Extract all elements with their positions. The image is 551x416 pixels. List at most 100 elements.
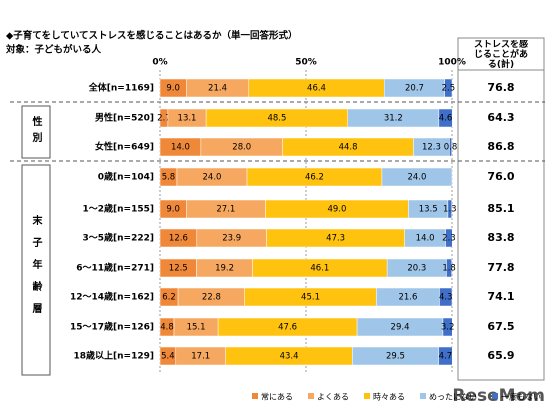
value-label: 48.5	[267, 114, 286, 124]
value-label: 45.1	[301, 293, 320, 303]
chart-subtitle: 対象：子どもがいる人	[5, 44, 102, 56]
value-label: 21.4	[208, 84, 227, 94]
value-label: 20.7	[405, 84, 424, 94]
value-label: 22.8	[202, 293, 221, 303]
legend-label: よくある	[317, 393, 349, 402]
value-label: 15.1	[187, 323, 206, 333]
legend-label: 常にある	[261, 393, 293, 402]
x-tick-label: 50%	[295, 58, 317, 68]
value-label: 4.7	[439, 352, 453, 362]
value-label: 14.0	[416, 234, 435, 244]
category-label: 男性[n=520]	[95, 112, 154, 124]
value-label: 12.6	[169, 234, 188, 244]
bar-segment	[439, 287, 453, 307]
total-label: 76.0	[487, 170, 514, 183]
value-label: 24.0	[203, 173, 222, 183]
total-label: 76.8	[487, 81, 514, 94]
totals-header: ストレスを感じることがある(計)	[473, 40, 528, 70]
category-label: 1～2歳[n=155]	[83, 203, 155, 215]
legend-swatch	[252, 393, 258, 399]
category-label: 15～17歳[n=126]	[70, 321, 154, 333]
value-label: 20.3	[407, 264, 426, 274]
value-label: 5.4	[161, 352, 175, 362]
value-label: 29.4	[391, 323, 410, 333]
value-label: 14.0	[171, 143, 190, 153]
total-label: 83.8	[487, 231, 514, 244]
category-label: 女性[n=649]	[95, 141, 154, 153]
total-label: 77.8	[487, 261, 514, 274]
value-label: 46.1	[310, 264, 329, 274]
totals-frame	[457, 37, 545, 381]
value-label: 13.1	[178, 114, 197, 124]
bar-segment	[381, 167, 453, 187]
bar-segment	[444, 78, 453, 98]
total-label: 74.1	[487, 290, 514, 303]
value-label: 27.1	[216, 205, 235, 215]
value-label: 21.6	[398, 293, 417, 303]
total-label: 65.9	[487, 349, 514, 362]
value-label: 13.5	[419, 205, 438, 215]
total-label: 85.1	[487, 202, 514, 215]
legend-swatch	[308, 393, 314, 399]
value-label: 24.0	[407, 173, 426, 183]
value-label: 47.6	[278, 323, 297, 333]
value-label: 43.4	[280, 352, 299, 362]
legend-label: 一度もない	[501, 392, 541, 402]
value-label: 17.1	[191, 352, 210, 362]
totals-header-box: ストレスを感じることがある(計)	[473, 40, 528, 70]
value-label: 1.3	[443, 205, 457, 215]
x-tick-label: 100%	[438, 58, 466, 68]
category-label: 6～11歳[n=271]	[76, 262, 154, 274]
bar-segment	[445, 228, 453, 248]
value-label: 4.8	[160, 323, 174, 333]
group-box	[21, 164, 51, 376]
bar-segment	[447, 199, 452, 219]
bar-segment	[449, 137, 452, 157]
value-label: 0.8	[444, 143, 458, 153]
legend-swatch	[492, 393, 498, 399]
value-label: 23.9	[222, 234, 241, 244]
value-label: 3.2	[441, 323, 455, 333]
total-label: 86.8	[487, 140, 514, 153]
legend-label: めったにない	[429, 393, 477, 402]
value-label: 2.7	[157, 114, 171, 124]
value-label: 47.3	[326, 234, 345, 244]
value-label: 12.5	[169, 264, 188, 274]
value-label: 9.0	[166, 205, 180, 215]
bar-segment	[438, 346, 453, 366]
value-label: 4.6	[439, 114, 453, 124]
bar-segment	[438, 108, 453, 128]
value-label: 12.3	[422, 143, 441, 153]
group-label: 性別	[30, 115, 43, 148]
value-label: 31.2	[384, 114, 403, 124]
value-label: 28.0	[232, 143, 251, 153]
category-label: 18歳以上[n=129]	[74, 350, 155, 362]
value-label: 46.2	[305, 173, 324, 183]
legend-swatch	[420, 393, 426, 399]
x-tick-label: 0%	[152, 58, 167, 68]
category-label: 3～5歳[n=222]	[83, 232, 155, 244]
category-label: 全体[n=1169]	[88, 82, 154, 94]
value-label: 2.5	[442, 84, 456, 94]
category-label: 12～14歳[n=162]	[70, 291, 154, 303]
total-label: 64.3	[487, 111, 514, 124]
value-label: 19.2	[215, 264, 234, 274]
legend-swatch	[364, 393, 370, 399]
logo: ReseMom	[452, 386, 545, 406]
legend-label: 時々ある	[373, 393, 405, 402]
value-label: 6.2	[162, 293, 176, 303]
value-label: 44.8	[339, 143, 358, 153]
value-label: 9.0	[166, 84, 180, 94]
value-label: 2.3	[442, 234, 456, 244]
value-label: 5.8	[162, 173, 176, 183]
value-label: 4.3	[439, 293, 453, 303]
value-label: 29.5	[386, 352, 405, 362]
bar-segment	[442, 317, 453, 337]
category-label: 0歳[n=104]	[98, 171, 154, 183]
chart-title: ◆子育てをしていてストレスを感じることはあるか（単一回答形式）	[6, 30, 298, 42]
group-box	[21, 105, 51, 159]
value-label: 46.4	[307, 84, 326, 94]
bar-segment	[446, 258, 452, 278]
value-label: 1.8	[442, 264, 456, 274]
